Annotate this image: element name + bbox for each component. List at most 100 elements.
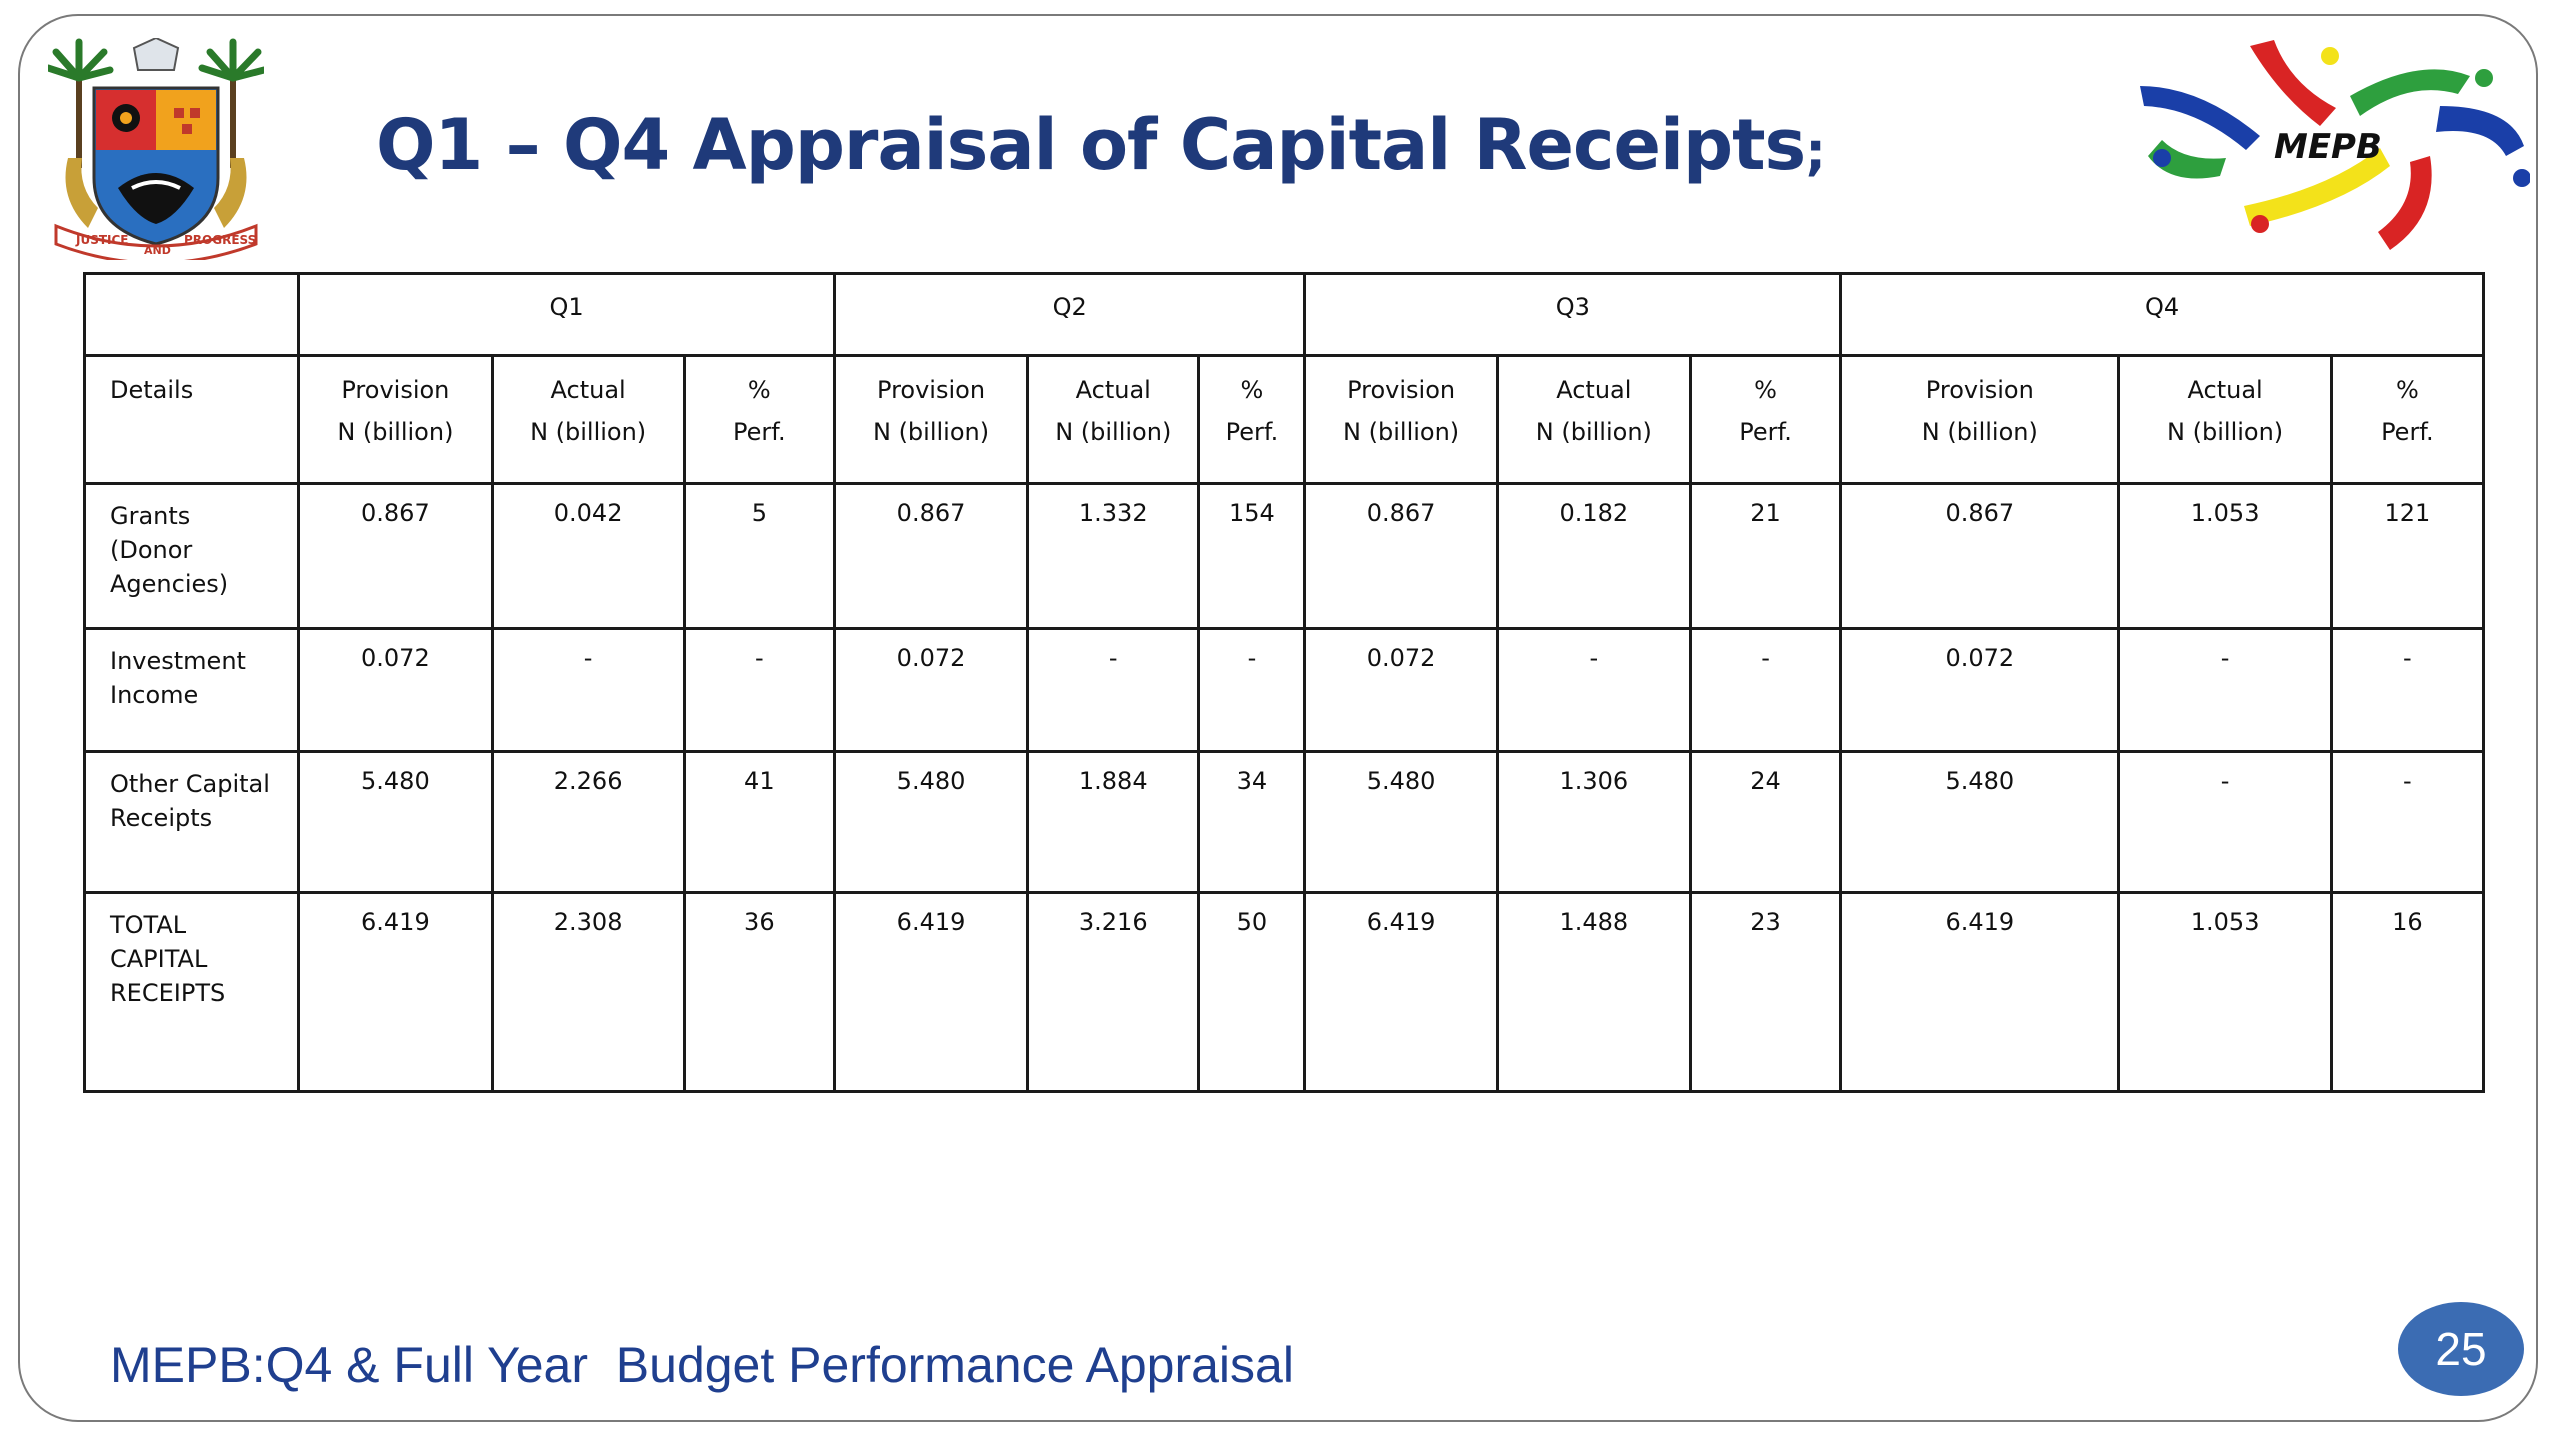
table-cell: 0.072 [297, 627, 494, 753]
palm-tree-left-icon [48, 38, 114, 168]
table-cell: 1.488 [1495, 891, 1692, 1093]
table-cell: 24 [1688, 750, 1843, 894]
table-row: Grants (Donor Agencies) 0.867 0.042 5 0.867 1.3… [82, 482, 2486, 630]
row-label: Investment Income [82, 627, 301, 753]
table-cell: 21 [1688, 482, 1843, 630]
row-label-line: RECEIPTS [110, 979, 226, 1007]
row-label-line: Income [110, 681, 199, 709]
table-cell: 0.867 [1303, 482, 1499, 630]
table-cell: 2.308 [490, 891, 686, 1093]
table-cell: 3.216 [1026, 891, 1201, 1093]
row-label-line: TOTAL [110, 911, 187, 939]
table-cell: - [2117, 750, 2333, 894]
quarter-header-q2: Q2 [832, 272, 1307, 357]
provision-header: Provision N (billion) [1303, 354, 1499, 485]
provision-header: Provision N (billion) [832, 354, 1030, 485]
table-cell: 2.266 [490, 750, 686, 894]
quarter-header-q1: Q1 [297, 272, 836, 357]
table-cell: 5 [682, 482, 836, 630]
coat-of-arms-icon: JUSTICE AND PROGRESS [48, 38, 264, 260]
table-cell: 0.072 [1839, 627, 2121, 753]
table-cell: - [2117, 627, 2333, 753]
row-label-line: Other Capital [110, 770, 270, 798]
table-cell: 6.419 [297, 891, 494, 1093]
quarter-header-row: Q1 Q2 Q3 Q4 [82, 272, 2485, 357]
table-cell: - [2329, 627, 2486, 753]
actual-header: Actual N (billion) [2117, 354, 2333, 485]
table-cell: 154 [1197, 482, 1307, 630]
table-cell: 1.884 [1026, 750, 1201, 894]
table-cell: - [1026, 627, 1201, 753]
palm-tree-right-icon [198, 38, 264, 168]
table-cell: 0.867 [1839, 482, 2121, 630]
row-label: Grants (Donor Agencies) [82, 482, 301, 630]
table-cell: - [1495, 627, 1692, 753]
crest-motto-mid: AND [144, 244, 171, 257]
slide-title-main: Q1 – Q4 Appraisal of Capital Receipts [376, 104, 1806, 186]
table-cell: 41 [682, 750, 836, 894]
table-cell: - [2329, 750, 2486, 894]
row-label-line: CAPITAL [110, 945, 208, 973]
table-row: Investment Income 0.072- -0.072- -0.072- -0.0… [82, 627, 2486, 753]
table-row: TOTAL CAPITAL RECEIPTS 6.419 2.308 36 6.419 3.2… [82, 891, 2486, 1093]
perf-header: % Perf. [682, 354, 836, 485]
table-cell: 34 [1197, 750, 1307, 894]
perf-header: % Perf. [1197, 354, 1307, 485]
table-cell: 0.072 [1303, 627, 1499, 753]
table-cell: 6.419 [832, 891, 1030, 1093]
mepb-logo-text: MEPB [2274, 127, 2382, 167]
actual-header: Actual N (billion) [1495, 354, 1692, 485]
table-row: Other Capital Receipts 5.480 2.266 41 5.480 1.… [82, 750, 2486, 894]
table-cell: 1.053 [2117, 891, 2333, 1093]
table-cell: - [1197, 627, 1307, 753]
table-cell: - [1688, 627, 1843, 753]
quarter-header-q4: Q4 [1839, 272, 2485, 357]
table-cell: 0.867 [297, 482, 494, 630]
row-label: Other Capital Receipts [82, 750, 301, 894]
crest-motto-left: JUSTICE [75, 233, 129, 247]
table-cell: 0.867 [832, 482, 1030, 630]
table-cell: 36 [682, 891, 836, 1093]
actual-header: Actual N (billion) [1026, 354, 1201, 485]
table-cell: 0.042 [490, 482, 686, 630]
perf-header: % Perf. [1688, 354, 1843, 485]
row-label-line: (Donor [110, 536, 193, 564]
blank-corner-cell [82, 272, 301, 357]
row-label-line: Receipts [110, 804, 213, 832]
row-label: TOTAL CAPITAL RECEIPTS [82, 891, 301, 1093]
table-cell: - [490, 627, 686, 753]
row-label-line: Agencies) [110, 570, 229, 598]
provision-header: Provision N (billion) [1839, 354, 2121, 485]
table-cell: 1.306 [1495, 750, 1692, 894]
column-header-row: Details Provision N (billion) Actual N (bi… [82, 354, 2486, 485]
table-cell: 1.332 [1026, 482, 1201, 630]
table-cell: 6.419 [1839, 891, 2121, 1093]
table-cell: 1.053 [2117, 482, 2333, 630]
table-cell: 5.480 [297, 750, 494, 894]
table-cell: - [682, 627, 836, 753]
page-number-badge: 25 [2398, 1302, 2524, 1396]
provision-header: Provision N (billion) [297, 354, 494, 485]
crest-motto-right: PROGRESS [184, 233, 256, 247]
table-cell: 16 [2329, 891, 2486, 1093]
table-cell: 5.480 [1839, 750, 2121, 894]
table-cell: 121 [2329, 482, 2486, 630]
table-cell: 6.419 [1303, 891, 1499, 1093]
slide-title-end: ; [1805, 122, 1826, 182]
table-cell: 5.480 [832, 750, 1030, 894]
details-header: Details [82, 354, 301, 485]
table-cell: 50 [1197, 891, 1307, 1093]
table-cell: 0.072 [832, 627, 1030, 753]
actual-header: Actual N (billion) [490, 354, 686, 485]
table-cell: 23 [1688, 891, 1843, 1093]
slide-title: Q1 – Q4 Appraisal of Capital Receipts; [376, 104, 1826, 186]
footer-text: MEPB:Q4 & Full Year Budget Performance A… [110, 1337, 1294, 1393]
table-cell: 0.182 [1495, 482, 1692, 630]
table-cell: 5.480 [1303, 750, 1499, 894]
mepb-logo-icon: MEPB [2140, 40, 2530, 250]
quarter-header-q3: Q3 [1303, 272, 1843, 357]
row-label-line: Investment [110, 647, 246, 675]
perf-header: % Perf. [2329, 354, 2486, 485]
capital-receipts-table: Q1 Q2 Q3 Q4 Details Provision N (billion)… [82, 272, 2486, 1093]
row-label-line: Grants [110, 502, 191, 530]
